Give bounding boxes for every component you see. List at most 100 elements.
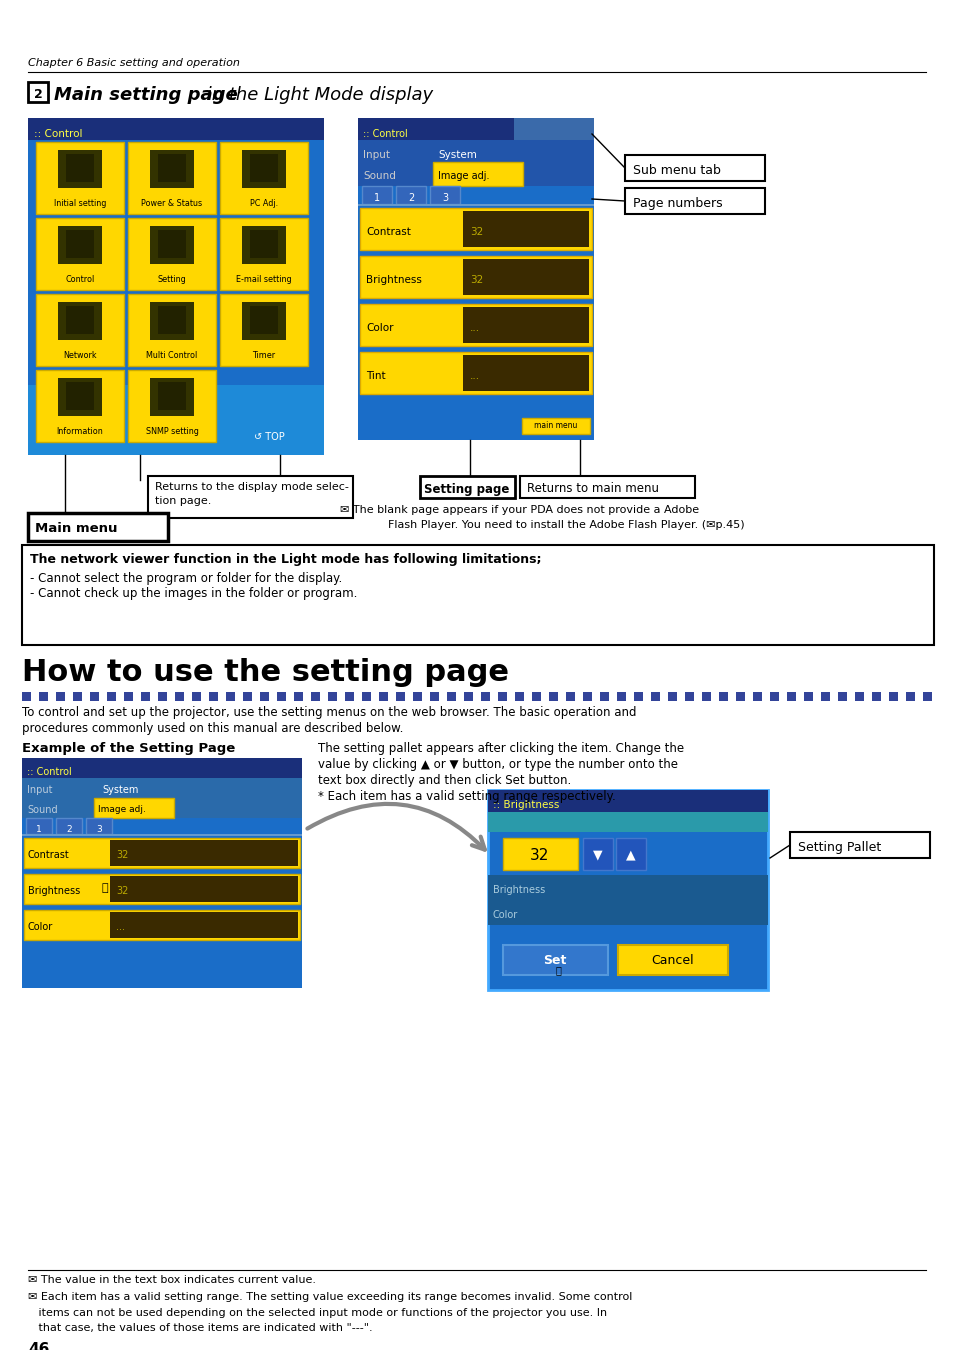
Text: ↺ TOP: ↺ TOP xyxy=(253,432,284,441)
Text: :: Control: :: Control xyxy=(363,130,407,139)
Text: Image adj.: Image adj. xyxy=(437,171,489,181)
Bar xyxy=(36,370,124,441)
Text: E-mail setting: E-mail setting xyxy=(236,275,292,284)
Bar xyxy=(430,693,438,701)
Bar xyxy=(821,693,829,701)
Text: 2: 2 xyxy=(66,825,71,833)
Bar xyxy=(357,162,594,186)
Bar xyxy=(419,477,515,498)
Bar xyxy=(242,302,286,340)
Bar xyxy=(24,873,299,905)
Text: 🖱: 🖱 xyxy=(555,965,560,975)
Text: System: System xyxy=(102,784,138,795)
Bar xyxy=(361,693,371,701)
Text: ...: ... xyxy=(470,323,479,333)
Bar xyxy=(141,693,150,701)
Text: 46: 46 xyxy=(28,1342,50,1350)
Bar xyxy=(158,382,186,410)
Bar xyxy=(56,818,82,834)
Text: 2: 2 xyxy=(408,193,414,202)
Text: tion page.: tion page. xyxy=(154,495,212,506)
Text: SNMP setting: SNMP setting xyxy=(146,427,198,436)
Bar xyxy=(357,117,594,440)
Bar xyxy=(617,693,625,701)
Bar xyxy=(769,693,779,701)
Bar xyxy=(462,259,588,296)
Bar xyxy=(28,513,168,541)
Text: Example of the Setting Page: Example of the Setting Page xyxy=(22,743,235,755)
Bar xyxy=(433,162,522,186)
Bar xyxy=(128,294,215,366)
Bar xyxy=(361,186,392,204)
Text: 🖱: 🖱 xyxy=(102,883,109,892)
Text: value by clicking ▲ or ▼ button, or type the number onto the: value by clicking ▲ or ▼ button, or type… xyxy=(317,757,678,771)
Bar xyxy=(192,693,201,701)
Bar xyxy=(174,693,184,701)
Bar xyxy=(359,256,592,298)
Bar xyxy=(462,355,588,392)
Bar xyxy=(837,693,846,701)
Text: 3: 3 xyxy=(96,825,102,833)
Bar xyxy=(220,142,308,215)
Bar xyxy=(36,142,124,215)
Bar xyxy=(158,306,186,333)
Bar xyxy=(66,154,94,182)
Bar xyxy=(413,693,421,701)
Text: Setting Pallet: Setting Pallet xyxy=(797,841,881,853)
Bar xyxy=(634,693,642,701)
Bar xyxy=(667,693,677,701)
Text: Main setting page: Main setting page xyxy=(54,86,237,104)
Text: :: Control: :: Control xyxy=(27,767,71,778)
Bar xyxy=(110,840,297,865)
Bar xyxy=(26,818,52,834)
Text: Multi Control: Multi Control xyxy=(146,351,197,360)
Text: Information: Information xyxy=(56,427,103,436)
Bar xyxy=(735,693,744,701)
Text: in the Light Mode display: in the Light Mode display xyxy=(201,86,433,104)
Bar xyxy=(250,306,277,333)
Text: Initial setting: Initial setting xyxy=(53,198,106,208)
Bar xyxy=(58,302,102,340)
Bar xyxy=(66,306,94,333)
Bar xyxy=(582,838,613,869)
Text: Contrast: Contrast xyxy=(28,850,70,860)
Bar xyxy=(150,378,193,416)
Text: Brightness: Brightness xyxy=(366,275,421,285)
Bar xyxy=(22,545,933,645)
Bar xyxy=(22,757,302,988)
Bar xyxy=(209,693,218,701)
Text: Cancel: Cancel xyxy=(651,953,694,967)
Bar xyxy=(488,790,767,811)
Bar xyxy=(701,693,710,701)
Text: 32: 32 xyxy=(470,275,483,285)
Bar xyxy=(36,217,124,290)
Bar xyxy=(532,693,540,701)
Text: Main menu: Main menu xyxy=(35,522,117,536)
Text: Power & Status: Power & Status xyxy=(141,198,202,208)
Bar xyxy=(462,306,588,343)
Bar xyxy=(378,693,388,701)
Bar xyxy=(684,693,693,701)
Bar xyxy=(220,294,308,366)
Text: Brightness: Brightness xyxy=(493,886,545,895)
Bar xyxy=(786,693,795,701)
Bar xyxy=(73,693,82,701)
Text: Sound: Sound xyxy=(27,805,57,815)
Text: Sound: Sound xyxy=(363,171,395,181)
Bar xyxy=(345,693,354,701)
Text: Timer: Timer xyxy=(253,351,275,360)
Text: 1: 1 xyxy=(374,193,379,202)
Text: 32: 32 xyxy=(116,886,129,896)
Bar xyxy=(502,838,578,869)
Bar xyxy=(242,150,286,188)
Bar xyxy=(480,693,490,701)
Text: - Cannot check up the images in the folder or program.: - Cannot check up the images in the fold… xyxy=(30,587,357,599)
Text: To control and set up the projector, use the setting menus on the web browser. T: To control and set up the projector, use… xyxy=(22,706,636,720)
Text: Chapter 6 Basic setting and operation: Chapter 6 Basic setting and operation xyxy=(28,58,239,68)
Bar xyxy=(226,693,234,701)
Bar xyxy=(328,693,336,701)
Text: Control: Control xyxy=(66,275,94,284)
Bar xyxy=(58,150,102,188)
Bar xyxy=(36,294,124,366)
Bar xyxy=(447,693,456,701)
